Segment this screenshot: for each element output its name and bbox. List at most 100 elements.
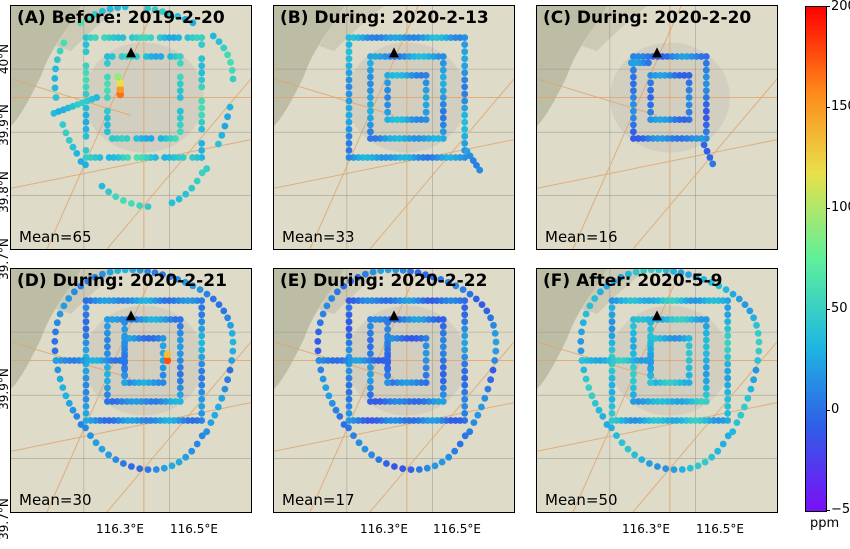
measurement-point	[224, 113, 232, 121]
measurement-point	[198, 325, 206, 333]
road	[274, 139, 514, 189]
measurement-point	[198, 374, 206, 382]
measurement-point	[582, 375, 590, 383]
measurement-point	[345, 395, 353, 403]
measurement-point	[591, 399, 599, 407]
measurement-point	[702, 350, 710, 358]
measurement-point	[733, 419, 741, 426]
measurement-point	[384, 94, 391, 101]
measurement-point	[82, 339, 90, 347]
measurement-point	[198, 346, 206, 354]
measurement-point	[405, 398, 413, 405]
measurement-point	[198, 360, 206, 368]
measurement-point	[724, 311, 732, 319]
measurement-point	[198, 111, 206, 119]
measurement-point	[198, 69, 206, 77]
measurement-point	[82, 424, 89, 432]
measurement-point	[403, 116, 411, 123]
measurement-point	[112, 193, 120, 201]
measurement-point	[431, 462, 439, 470]
measurement-point	[645, 59, 652, 67]
measurement-point	[595, 406, 603, 414]
measurement-point	[476, 166, 484, 174]
measurement-point	[415, 466, 423, 473]
measurement-point	[367, 66, 374, 74]
measurement-point	[113, 398, 121, 405]
measurement-point	[384, 352, 391, 360]
measurement-point	[630, 114, 637, 122]
measurement-point	[133, 135, 140, 142]
measurement-point	[345, 104, 353, 112]
measurement-point	[128, 398, 136, 405]
measurement-point	[62, 392, 70, 400]
measurement-point	[92, 439, 100, 447]
measurement-point	[104, 384, 111, 392]
measurement-point	[203, 428, 211, 436]
measurement-point	[82, 83, 90, 91]
measurement-point	[87, 34, 94, 41]
measurement-point	[393, 72, 401, 79]
measurement-point	[228, 357, 236, 364]
map-panel-b	[274, 6, 514, 249]
measurement-point	[104, 316, 111, 323]
measurement-point	[184, 34, 192, 41]
measurement-point	[162, 398, 170, 405]
measurement-point	[659, 316, 666, 323]
measurement-point	[198, 147, 206, 154]
measurement-point	[176, 336, 184, 344]
measurement-point	[123, 398, 131, 405]
mountain-area	[537, 269, 607, 389]
measurement-point	[147, 53, 155, 60]
measurement-point	[724, 367, 732, 375]
measurement-point	[384, 345, 391, 353]
measurement-point	[724, 360, 732, 368]
measurement-point	[152, 466, 160, 473]
measurement-point	[435, 135, 442, 142]
measurement-point	[176, 316, 184, 323]
measurement-point	[741, 301, 749, 308]
colorbar-tick	[826, 208, 830, 209]
measurement-point	[368, 34, 376, 41]
measurement-point	[750, 376, 757, 384]
measurement-point	[661, 116, 669, 123]
colorbar-tick	[826, 6, 830, 7]
measurement-point	[461, 297, 469, 304]
measurement-point	[439, 101, 447, 108]
measurement-point	[152, 398, 160, 405]
measurement-point	[405, 154, 413, 161]
measurement-point	[176, 384, 184, 392]
measurement-point	[702, 329, 710, 337]
measurement-point	[373, 417, 381, 424]
measurement-point	[198, 339, 206, 347]
measurement-point	[461, 69, 469, 77]
measurement-point	[51, 347, 59, 355]
mountain-area	[56, 6, 121, 51]
measurement-point	[147, 398, 155, 405]
measurement-point	[413, 335, 420, 342]
marker-triangle	[389, 47, 399, 58]
measurement-point	[176, 398, 184, 405]
measurement-point	[478, 403, 485, 411]
measurement-point	[229, 75, 237, 83]
measurement-point	[170, 297, 178, 304]
measurement-point	[198, 55, 206, 63]
measurement-point	[678, 398, 686, 405]
measurement-point	[662, 269, 670, 274]
measurement-point	[368, 297, 376, 304]
measurement-point	[647, 365, 654, 373]
measurement-point	[345, 339, 353, 347]
measurement-point	[688, 53, 696, 60]
measurement-point	[452, 417, 459, 424]
measurement-point	[391, 463, 398, 470]
measurement-point	[579, 319, 587, 327]
measurement-point	[683, 135, 691, 142]
measurement-point	[437, 276, 445, 283]
measurement-point	[630, 128, 637, 136]
road	[537, 78, 658, 116]
measurement-point	[52, 328, 59, 336]
measurement-point	[415, 398, 423, 405]
measurement-point	[124, 417, 132, 424]
measurement-point	[124, 154, 132, 161]
measurement-point	[159, 271, 166, 278]
measurement-point	[647, 116, 654, 123]
